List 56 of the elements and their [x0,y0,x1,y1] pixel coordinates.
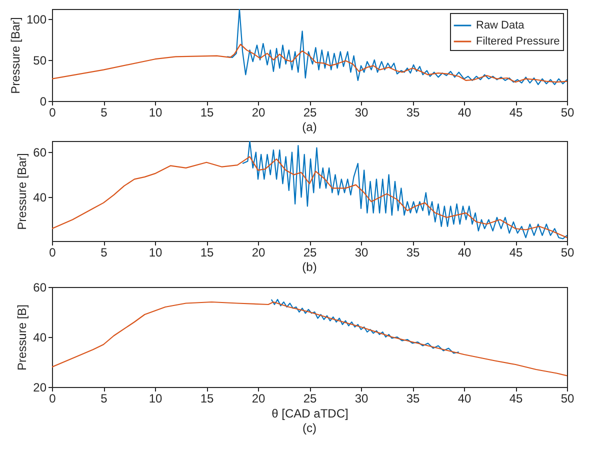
x-tick-label: 45 [509,106,523,120]
x-tick-label: 50 [560,246,574,260]
y-tick-label: 100 [26,12,47,26]
text: (a) [302,120,317,134]
y-tick-label: 60 [33,146,47,160]
x-axis-title: θ [CAD aTDC] [272,406,348,420]
x-tick-label: 0 [49,392,56,406]
y-tick-label: 50 [33,53,47,68]
x-tick-label: 10 [148,392,162,406]
y-axis-title: Pressure [B] [15,304,30,371]
line-series [226,9,567,86]
x-tick-label: 5 [100,246,108,260]
x-tick-label: 35 [406,246,420,260]
x-tick-label: 40 [458,246,472,260]
x-tick-label: 10 [148,106,162,120]
x-tick-label: 40 [458,392,472,406]
x-tick-label: 25 [303,246,317,260]
y-tick-label: 0 [40,94,47,108]
text: (c) [302,421,316,435]
y-tick-label: 20 [33,380,47,394]
x-tick-label: 15 [200,106,214,120]
x-tick-label: 45 [509,246,523,260]
x-tick-label: 50 [560,392,574,406]
x-tick-label: 30 [354,246,368,260]
x-tick-label: 5 [100,106,108,120]
x-tick-label: 10 [148,246,162,260]
line-series [52,156,567,238]
x-tick-label: 40 [458,106,472,120]
x-tick-label: 25 [303,392,317,406]
line-series [52,44,567,83]
x-tick-label: 15 [200,246,214,260]
y-axis-title: Pressure [Bar] [15,153,30,230]
x-tick-label: 30 [354,106,368,120]
x-tick-label: 0 [49,106,56,120]
x-tick-label: 35 [406,106,420,120]
x-tick-label: 20 [252,246,266,260]
x-tick-label: 45 [509,392,523,406]
legend-label: Filtered Pressure [476,36,560,48]
line-series [242,141,567,240]
y-tick-label: 60 [33,280,47,294]
x-tick-label: 20 [252,392,266,406]
x-tick-label: 30 [354,392,368,406]
line-series [270,298,460,354]
y-tick-label: 40 [33,190,47,205]
x-tick-label: 50 [560,106,574,120]
y-tick-label: 40 [33,330,47,344]
x-tick-label: 20 [252,106,266,120]
text: (b) [302,260,317,274]
line-series [52,301,567,376]
x-tick-label: 15 [200,392,214,406]
x-tick-label: 35 [406,392,420,406]
legend-label: Raw Data [476,20,526,32]
x-tick-label: 0 [49,246,56,260]
y-axis-title: Pressure [Bar] [8,17,22,94]
x-tick-label: 25 [303,106,317,120]
x-tick-label: 5 [100,392,108,406]
